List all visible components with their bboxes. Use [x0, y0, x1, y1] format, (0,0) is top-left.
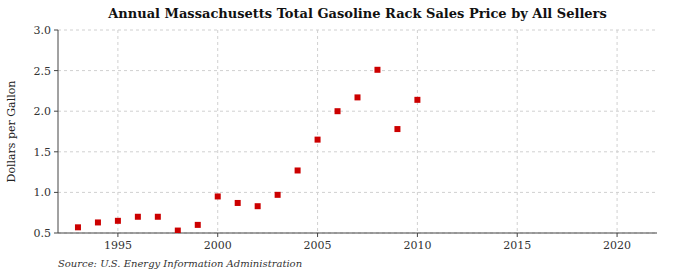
point: [75, 224, 81, 230]
point: [135, 214, 141, 220]
y-grid-line: [58, 30, 657, 31]
x-grid-line: [617, 30, 618, 233]
y-tick-label: 2.5: [34, 65, 52, 78]
x-tick-label: 1995: [104, 239, 132, 252]
chart-container: 0.5 1.0 1.5 2.0 2.5 3.0 1995 2000 2005 2010 2015 20…: [0, 0, 675, 275]
x-tick-label: 2020: [603, 239, 631, 252]
y-axis-label: Dollars per Gallon: [5, 81, 18, 183]
page: {"chart_data": {"type": "scatter", "titl…: [0, 0, 675, 275]
point: [355, 94, 361, 100]
x-tick: [317, 233, 318, 237]
point: [275, 192, 281, 198]
x-tick: [417, 233, 418, 237]
y-tick: [54, 30, 58, 31]
axes: 0.5 1.0 1.5 2.0 2.5 3.0 1995 2000 2005 2010 2015 20…: [34, 24, 658, 252]
x-tick-label: 2015: [503, 239, 531, 252]
y-tick: [54, 111, 58, 112]
x-tick-label: 2005: [304, 239, 332, 252]
point: [335, 108, 341, 114]
source-note: Source: U.S. Energy Information Administ…: [58, 258, 302, 269]
point: [115, 218, 121, 224]
y-grid-line: [58, 70, 657, 71]
point: [315, 137, 321, 143]
y-tick: [54, 70, 58, 71]
point: [374, 67, 380, 73]
y-grid-line: [58, 151, 657, 152]
x-tick-label: 2000: [204, 239, 232, 252]
point: [255, 203, 261, 209]
y-grid-line: [58, 192, 657, 193]
x-tick: [217, 233, 218, 237]
point: [414, 97, 420, 103]
y-tick: [54, 233, 58, 234]
chart: 0.5 1.0 1.5 2.0 2.5 3.0 1995 2000 2005 2010 2015 20…: [0, 0, 675, 275]
x-grid-line: [217, 30, 218, 233]
y-tick-label: 1.0: [34, 186, 52, 199]
point: [394, 126, 400, 132]
x-grid-line: [317, 30, 318, 233]
x-tick: [517, 233, 518, 237]
y-tick: [54, 151, 58, 152]
x-tick-label: 2010: [403, 239, 431, 252]
x-grid-line: [417, 30, 418, 233]
y-tick-label: 3.0: [34, 24, 52, 37]
background: [0, 0, 675, 275]
title: Annual Massachusetts Total Gasoline Rack…: [107, 6, 607, 21]
x-axis-line: [58, 233, 657, 234]
x-tick: [117, 233, 118, 237]
x-tick: [617, 233, 618, 237]
y-tick: [54, 192, 58, 193]
point: [195, 222, 201, 228]
y-tick-label: 2.0: [34, 105, 52, 118]
y-axis-line: [58, 30, 59, 233]
grid: [58, 30, 657, 233]
point: [155, 214, 161, 220]
y-tick-label: 0.5: [34, 227, 52, 240]
x-grid-line: [517, 30, 518, 233]
y-grid-line: [58, 111, 657, 112]
point: [295, 167, 301, 173]
points: [75, 67, 420, 233]
point: [235, 200, 241, 206]
y-grid-line: [58, 233, 657, 234]
y-tick-label: 1.5: [34, 146, 52, 159]
point: [95, 219, 101, 225]
x-grid-line: [117, 30, 118, 233]
point: [215, 193, 221, 199]
point: [175, 228, 181, 233]
